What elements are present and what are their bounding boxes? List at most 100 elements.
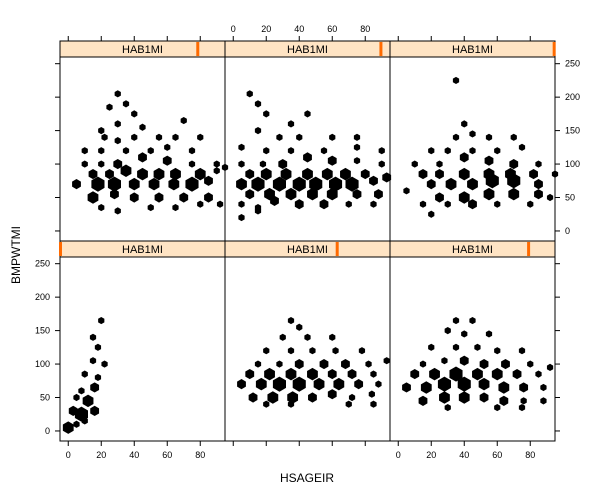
hex-mark-1-10 (114, 137, 121, 145)
hex-mark-4-3 (94, 343, 102, 351)
hex-mark-2-2 (254, 100, 262, 108)
hex-mark-1-32 (137, 167, 148, 181)
hex-mark-2-37 (329, 176, 343, 192)
hex-mark-4-1 (98, 316, 105, 325)
hex-mark-2-30 (360, 169, 370, 180)
hex-mark-3-20 (435, 169, 444, 180)
hex-mark-2-12 (263, 147, 270, 155)
hex-mark-5-44 (370, 400, 377, 408)
hex-mark-3-11 (518, 143, 526, 151)
y-tick-label-left-250: 250 (35, 259, 50, 269)
hex-mark-6-23 (512, 369, 522, 380)
hex-mark-3-13 (436, 160, 443, 168)
x-tick-label-top-80: 80 (360, 24, 370, 34)
hex-mark-5-36 (308, 392, 317, 403)
hex-mark-1-3 (106, 103, 113, 111)
hex-mark-3-29 (485, 173, 499, 189)
hex-mark-2-27 (302, 167, 313, 181)
hex-mark-1-4 (131, 110, 138, 118)
strip-label-5: HAB1MI (287, 244, 328, 256)
hex-mark-2-34 (272, 176, 286, 192)
hex-mark-2-16 (378, 147, 385, 155)
hex-mark-2-52 (345, 200, 352, 208)
hex-mark-1-46 (87, 191, 99, 204)
hex-mark-5-20 (285, 367, 297, 381)
hex-mark-4-8 (78, 387, 85, 395)
hex-mark-1-22 (98, 160, 105, 168)
hex-mark-6-36 (479, 392, 489, 403)
hex-mark-5-17 (383, 357, 390, 365)
hex-mark-2-5 (287, 120, 295, 128)
hex-mark-2-24 (245, 169, 255, 180)
hex-mark-2-46 (374, 189, 383, 200)
hex-mark-3-28 (467, 177, 478, 191)
hex-mark-2-3 (263, 110, 270, 118)
hex-mark-6-42 (518, 403, 526, 412)
hex-mark-4-15 (81, 417, 88, 425)
hex-mark-2-31 (382, 172, 392, 183)
hex-mark-1-24 (138, 152, 147, 163)
hex-mark-1-49 (154, 192, 164, 203)
y-tick-label-left-150: 150 (35, 326, 50, 336)
hex-mark-2-35 (292, 176, 306, 192)
hex-mark-3-1 (452, 76, 460, 85)
hex-mark-6-8 (474, 343, 481, 351)
hex-mark-2-6 (254, 127, 262, 135)
hex-mark-1-48 (129, 192, 139, 203)
hex-mark-5-28 (292, 376, 306, 392)
hex-mark-1-53 (98, 203, 105, 212)
x-tick-label-bottom-6-20: 20 (426, 450, 436, 460)
hex-mark-6-33 (418, 395, 428, 406)
hex-mark-5-31 (354, 379, 364, 390)
hex-mark-1-55 (147, 203, 154, 212)
hex-mark-4-5 (101, 360, 108, 368)
hex-mark-1-35 (194, 167, 206, 181)
hex-mark-6-19 (429, 367, 440, 381)
hex-mark-5-3 (279, 333, 286, 341)
hex-mark-2-26 (280, 167, 292, 181)
hex-mark-5-26 (255, 377, 267, 391)
x-tick-label-bottom-4-80: 80 (195, 450, 205, 460)
hex-mark-1-28 (221, 163, 229, 171)
hex-mark-2-38 (345, 176, 359, 192)
strip-label-4: HAB1MI (122, 244, 163, 256)
hex-mark-1-41 (148, 177, 160, 191)
hex-mark-6-34 (439, 391, 450, 404)
hex-mark-4-2 (89, 333, 97, 341)
hex-mark-5-24 (370, 370, 377, 378)
hex-mark-5-34 (267, 391, 279, 404)
hex-mark-1-44 (204, 175, 213, 186)
hex-mark-1-18 (147, 147, 154, 155)
hex-mark-6-3 (444, 327, 451, 335)
hex-mark-2-8 (296, 133, 303, 141)
hex-mark-3-30 (507, 173, 521, 189)
hex-mark-4-9 (90, 382, 100, 393)
hex-mark-1-6 (139, 123, 146, 131)
hex-mark-1-26 (188, 160, 196, 168)
hex-mark-5-12 (276, 360, 283, 368)
hex-mark-5-6 (263, 347, 270, 355)
x-axis-label: HSAGEIR (280, 471, 334, 485)
strip-level-indicator-1 (196, 42, 200, 56)
hex-mark-2-29 (340, 167, 351, 181)
hex-mark-5-22 (327, 369, 337, 380)
hex-mark-2-18 (259, 160, 267, 168)
hex-mark-2-10 (353, 133, 361, 141)
hex-mark-3-43 (527, 200, 534, 208)
hex-mark-3-21 (458, 167, 470, 181)
hex-mark-2-42 (285, 187, 297, 201)
hex-mark-5-38 (348, 393, 356, 402)
hex-mark-3-38 (546, 193, 554, 202)
hex-mark-6-4 (461, 330, 468, 338)
x-tick-label-bottom-4-20: 20 (96, 450, 106, 460)
hex-mark-2-51 (319, 199, 329, 210)
hex-mark-6-22 (491, 367, 503, 381)
hex-mark-4-10 (73, 393, 80, 402)
hex-mark-5-29 (313, 377, 325, 391)
y-tick-label-right-0: 0 (565, 226, 570, 236)
x-tick-label-top-60: 60 (327, 24, 337, 34)
hex-mark-2-50 (294, 199, 304, 210)
hex-mark-6-25 (402, 382, 411, 393)
strip-level-indicator-4 (58, 242, 62, 256)
